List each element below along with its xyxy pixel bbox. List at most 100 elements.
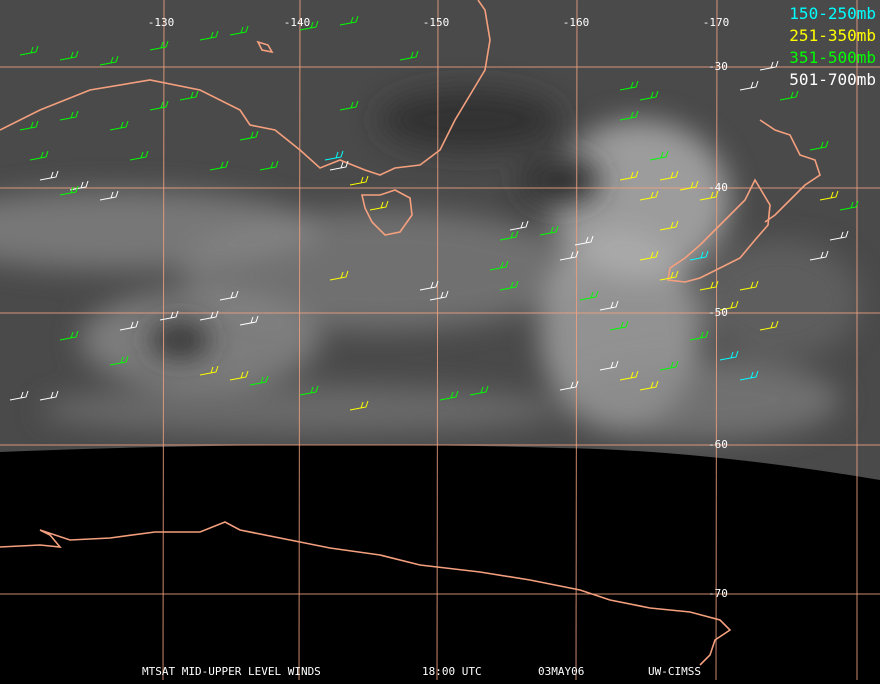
wind-barb-feather xyxy=(630,81,634,89)
wind-barb xyxy=(509,220,529,231)
wind-barb-feather xyxy=(840,231,844,239)
island xyxy=(256,40,274,54)
wind-barb xyxy=(69,180,89,191)
cloud-imagery xyxy=(0,0,880,480)
wind-barb-feather xyxy=(230,291,234,299)
wind-barb-feather xyxy=(70,111,74,119)
latitude-label: -30 xyxy=(708,60,728,73)
footer: MTSAT MID-UPPER LEVEL WINDS 18:00 UTC 03… xyxy=(142,665,701,678)
wind-barb xyxy=(419,280,439,291)
wind-barb xyxy=(499,230,519,241)
wind-barb-feather xyxy=(130,321,134,329)
wind-barb-feather xyxy=(630,111,634,119)
wind-barb xyxy=(619,170,639,181)
longitude-label: -170 xyxy=(703,16,730,29)
legend-entry: 501-700mb xyxy=(789,70,876,89)
wind-barb xyxy=(59,50,79,61)
wind-barb xyxy=(229,25,249,36)
coastlines xyxy=(0,0,821,666)
wind-barb xyxy=(239,315,259,326)
meridian xyxy=(715,0,718,681)
wind-barb-feather xyxy=(630,171,634,179)
wind-barb-feather xyxy=(250,131,254,139)
wind-barb xyxy=(639,250,659,261)
longitude-label: -130 xyxy=(148,16,175,29)
wind-barb xyxy=(439,390,459,401)
nz-south-coast xyxy=(667,178,771,283)
wind-barb xyxy=(299,20,319,31)
time: 18:00 UTC xyxy=(422,665,482,678)
wind-barb-feather xyxy=(570,381,574,389)
wind-barb-feather xyxy=(310,21,314,29)
wind-barb-feather xyxy=(750,281,754,289)
wind-barb xyxy=(574,235,594,246)
wind-barb xyxy=(539,225,559,236)
wind-barb xyxy=(99,55,119,66)
wind-barb-feather xyxy=(360,401,364,409)
wind-barb-feather xyxy=(430,281,434,289)
wind-barb-feather xyxy=(350,16,354,24)
wind-barb xyxy=(619,80,639,91)
wind-barb-feather xyxy=(660,151,664,159)
wind-barb xyxy=(339,100,359,111)
wind-barb xyxy=(59,330,79,341)
wind-barb-feather xyxy=(650,251,654,259)
wind-barb xyxy=(249,375,269,386)
wind-barb xyxy=(699,190,719,201)
wind-barb-feather xyxy=(70,51,74,59)
wind-barb-feather xyxy=(350,101,354,109)
wind-barb-feather xyxy=(170,311,174,319)
wind-barb xyxy=(659,360,679,371)
wind-barb xyxy=(639,90,659,101)
wind-barb xyxy=(559,250,579,261)
product-name: MTSAT MID-UPPER LEVEL WINDS xyxy=(142,665,321,678)
wind-barb xyxy=(99,190,119,201)
latitude-label: -40 xyxy=(708,181,728,194)
wind-barb xyxy=(499,280,519,291)
wind-barb-feather xyxy=(730,351,734,359)
wind-barb xyxy=(719,350,739,361)
wind-barb xyxy=(179,90,199,101)
tasmania-coast xyxy=(360,189,413,236)
wind-barb xyxy=(209,160,229,171)
longitude-labels: -130 -140 -150 -160 -170 xyxy=(148,16,730,29)
wind-barb xyxy=(339,15,359,26)
wind-barb xyxy=(559,380,579,391)
wind-barb-feather xyxy=(830,191,834,199)
wind-barb xyxy=(609,320,629,331)
wind-barb xyxy=(329,160,349,171)
wind-barb xyxy=(199,310,219,321)
wind-barb-feather xyxy=(450,391,454,399)
wind-barb xyxy=(129,150,149,161)
wind-barb xyxy=(429,290,449,301)
wind-barb-feather xyxy=(820,251,824,259)
wind-barb xyxy=(639,190,659,201)
wind-barb xyxy=(659,270,679,281)
wind-barb xyxy=(59,185,79,196)
wind-barb-feather xyxy=(620,321,624,329)
wind-barb xyxy=(619,370,639,381)
wind-barb-feather xyxy=(160,101,164,109)
wind-barb-feather xyxy=(40,151,44,159)
longitude-label: -150 xyxy=(423,16,450,29)
wind-barb-feather xyxy=(410,51,414,59)
meridian xyxy=(162,0,165,681)
australia-coast xyxy=(0,0,491,176)
wind-barb xyxy=(809,140,829,151)
wind-barb xyxy=(29,150,49,161)
wind-barb-feather xyxy=(630,371,634,379)
wind-barb-feather xyxy=(80,181,84,189)
wind-barb-feather xyxy=(335,151,339,159)
wind-barb-feather xyxy=(570,251,574,259)
wind-barb-feather xyxy=(210,366,214,374)
wind-barb-feather xyxy=(730,301,734,309)
wind-barb xyxy=(829,230,849,241)
legend-entry: 351-500mb xyxy=(789,48,876,67)
source: UW-CIMSS xyxy=(648,665,701,678)
wind-barb xyxy=(699,280,719,291)
wind-barb xyxy=(579,290,599,301)
wind-barb xyxy=(219,290,239,301)
wind-barb xyxy=(399,50,419,61)
